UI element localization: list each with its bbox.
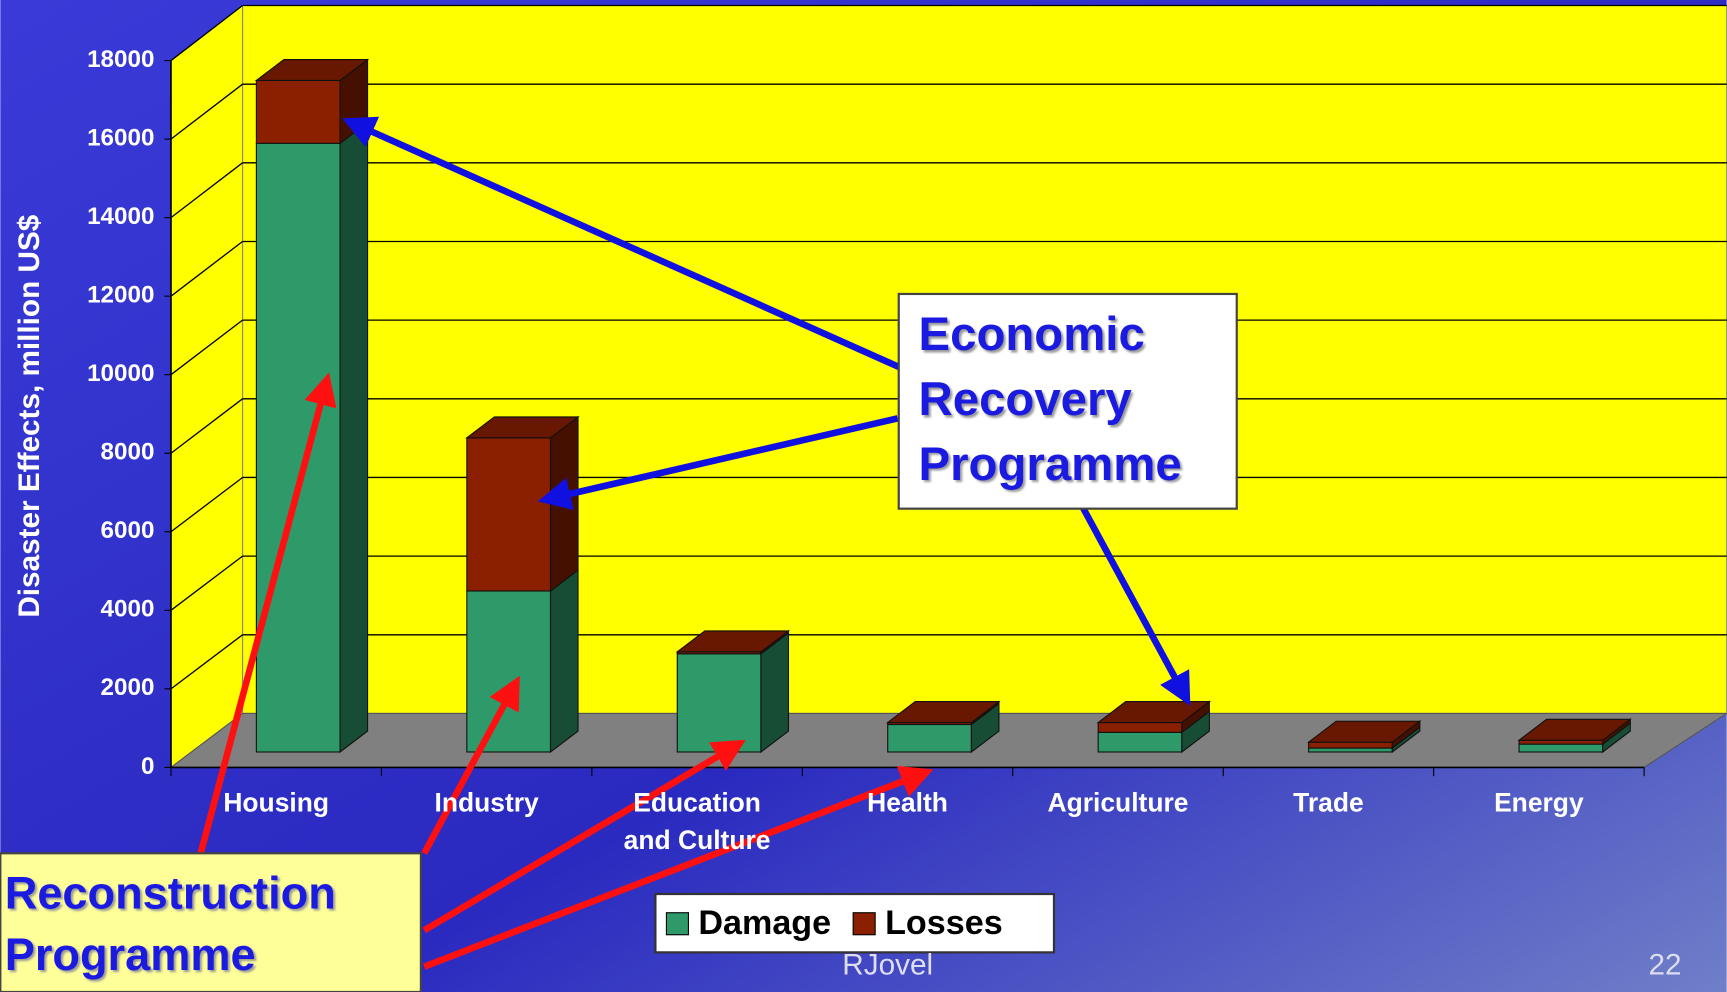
page-number: 22 [1648,949,1681,982]
y-tick-label: 0 [141,753,154,780]
side-wall [171,6,243,768]
x-tick-label: Health [802,785,1012,873]
legend-swatch [666,913,688,935]
y-tick-label: 4000 [101,596,155,623]
legend-label: Damage [698,904,831,942]
y-tick-label: 8000 [101,439,155,466]
bar-side [551,570,579,752]
y-tick-label: 2000 [101,674,155,701]
x-tick-label: Housing [171,785,381,822]
y-tick-label: 12000 [87,282,154,309]
bar-segment [1519,744,1603,752]
bar-side [551,417,579,591]
bar-segment [467,591,551,752]
x-tick-label: Energy [1434,785,1644,822]
bar-segment [888,724,972,751]
x-tick-label: Agriculture [1013,785,1223,822]
bar-segment [256,80,340,143]
x-tick-label: Energy [1434,785,1644,873]
bar-segment [1098,732,1182,752]
y-tick-label: 10000 [87,360,154,387]
x-tick-label: Industry [381,785,591,822]
slide: Disaster Effects, million US$ Economic R… [0,0,1727,992]
bar-segment [1309,742,1393,748]
bar-segment [1309,748,1393,752]
bar-segment [1098,723,1182,733]
x-tick-label: Education and Culture [592,785,802,860]
legend-label: Losses [885,904,1003,942]
annotation: Reconstruction Programme [5,862,419,992]
y-tick-label: 18000 [87,46,154,73]
bar-segment [677,654,761,752]
bar-segment [256,143,340,752]
x-tick-label: Trade [1223,785,1433,873]
annotation: Economic Recovery Programme [905,303,1233,507]
bar-side [340,122,368,752]
y-tick-label: 14000 [87,203,154,230]
bar-segment [467,438,551,591]
annotation-text: Reconstruction Programme [5,862,419,985]
legend-swatch [853,913,875,935]
x-tick-label: Health [802,785,1012,822]
y-tick-label: 16000 [87,124,154,151]
bar-segment [1519,740,1603,744]
footer-author: RJovel [842,949,933,982]
y-tick-label: 6000 [101,517,155,544]
x-tick-label: Industry [381,785,591,873]
annotation-text: Economic Recovery Programme [905,303,1233,498]
x-tick-label: Education and Culture [592,785,802,873]
x-tick-label: Housing [171,785,381,873]
x-tick-label: Agriculture [1013,785,1223,873]
y-axis-title: Disaster Effects, million US$ [13,214,46,617]
x-tick-label: Trade [1223,785,1433,822]
